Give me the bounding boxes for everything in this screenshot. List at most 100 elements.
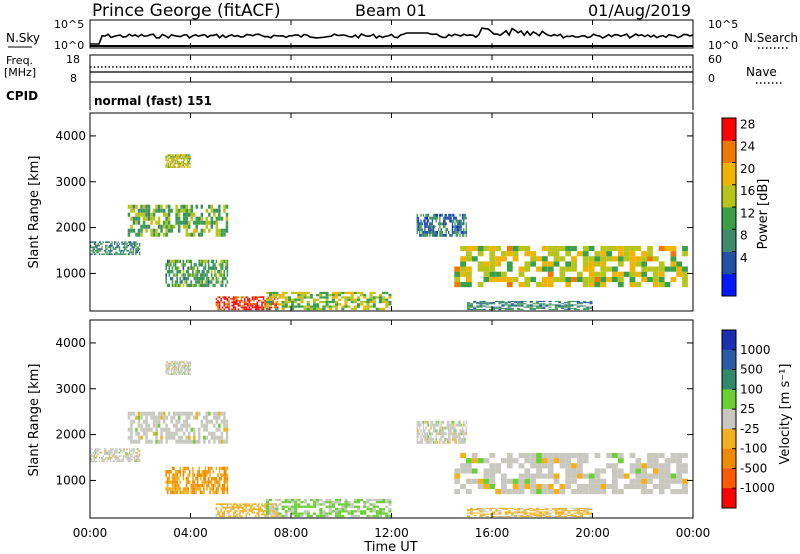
heatmap-cell <box>236 513 238 516</box>
heatmap-cell <box>459 219 461 223</box>
heatmap-cell <box>176 259 178 264</box>
heatmap-cell <box>435 420 437 424</box>
heatmap-cell <box>369 507 373 511</box>
heatmap-cell <box>465 228 467 232</box>
heatmap-cell <box>461 222 464 226</box>
heatmap-cell <box>617 256 624 262</box>
heatmap-cell <box>171 473 174 477</box>
heatmap-cell <box>571 276 577 283</box>
heatmap-cell <box>105 456 107 459</box>
heatmap-cell <box>223 301 226 304</box>
heatmap-cell <box>558 515 562 517</box>
heatmap-cell <box>363 505 367 508</box>
heatmap-cell <box>388 294 392 297</box>
heatmap-cell <box>466 510 470 512</box>
heatmap-cell <box>483 458 490 464</box>
heatmap-cell <box>460 231 462 234</box>
heatmap-cell <box>177 364 179 367</box>
heatmap-cell <box>126 458 128 461</box>
heatmap-cell <box>90 451 92 454</box>
heatmap-cell <box>325 298 329 301</box>
heatmap-cell <box>105 251 107 254</box>
heatmap-cell <box>127 244 129 247</box>
heatmap-cell <box>186 361 188 363</box>
heatmap-cell <box>465 420 467 424</box>
heatmap-cell <box>90 244 92 247</box>
heatmap-cell <box>539 303 543 305</box>
heatmap-cell <box>424 432 426 436</box>
heatmap-cell <box>180 166 182 168</box>
heatmap-cell <box>135 460 137 463</box>
heatmap-cell <box>134 246 136 249</box>
heatmap-cell <box>294 514 298 518</box>
heatmap-cell <box>466 515 470 517</box>
heatmap-cell <box>193 480 196 484</box>
heatmap-cell <box>186 373 188 375</box>
colorbar-tick-label: -100 <box>740 442 767 456</box>
heatmap-cell <box>132 253 134 256</box>
heatmap-cell <box>198 280 200 284</box>
heatmap-cell <box>588 271 595 277</box>
heatmap-cell <box>179 371 181 374</box>
heatmap-cell <box>275 303 277 305</box>
heatmap-cell <box>385 305 389 308</box>
heatmap-cell <box>105 249 107 252</box>
heatmap-cell <box>256 308 259 311</box>
heatmap-cell <box>558 511 562 513</box>
heatmap-cell <box>174 364 176 367</box>
heatmap-cell <box>186 166 188 168</box>
heatmap-cell <box>448 426 450 430</box>
heatmap-cell <box>127 460 129 463</box>
heatmap-cell <box>586 302 590 304</box>
heatmap-cell <box>275 304 277 307</box>
heatmap-cell <box>137 460 139 463</box>
heatmap-cell <box>177 270 180 274</box>
heatmap-cell <box>165 232 168 237</box>
heatmap-cell <box>125 248 127 250</box>
heatmap-cell <box>220 228 224 233</box>
heatmap-cell <box>115 448 117 450</box>
heatmap-cell <box>122 460 124 463</box>
heatmap-cell <box>217 304 219 307</box>
heatmap-cell <box>225 423 229 428</box>
heatmap-cell <box>262 308 265 311</box>
heatmap-cell <box>372 303 376 306</box>
heatmap-cell <box>174 487 177 491</box>
heatmap-cell <box>174 273 177 277</box>
heatmap-cell <box>206 273 208 277</box>
heatmap-cell <box>117 456 119 459</box>
heatmap-cell <box>363 503 367 506</box>
heatmap-cell <box>139 450 141 452</box>
heatmap-cell <box>177 368 179 370</box>
colorbar-frame <box>721 329 737 509</box>
heatmap-cell <box>103 253 106 256</box>
heatmap-cell <box>185 466 188 471</box>
heatmap-cell <box>203 427 206 432</box>
heatmap-cell <box>567 512 571 514</box>
heatmap-cell <box>203 415 206 420</box>
heatmap-cell <box>162 415 166 420</box>
heatmap-cell <box>378 510 382 513</box>
heatmap-cell <box>167 154 169 156</box>
heatmap-cell <box>571 478 577 484</box>
heatmap-cell <box>378 294 382 297</box>
heatmap-cell <box>532 308 536 310</box>
heatmap-cell <box>506 261 513 267</box>
heatmap-cell <box>466 282 472 288</box>
heatmap-cell <box>170 166 172 168</box>
heatmap-cell <box>532 305 536 307</box>
heatmap-cell <box>167 369 169 372</box>
heatmap-cell <box>600 271 607 277</box>
heatmap-cell <box>228 513 230 516</box>
heatmap-cell <box>177 161 179 163</box>
heatmap-cell <box>165 439 168 444</box>
heatmap-cell <box>132 439 136 444</box>
heatmap-cell <box>234 296 237 298</box>
heatmap-cell <box>576 513 580 515</box>
heatmap-cell <box>344 498 348 502</box>
heatmap-cell <box>647 463 653 469</box>
heatmap-cell <box>512 245 519 252</box>
heatmap-cell <box>465 233 467 237</box>
heatmap-cell <box>382 307 386 311</box>
heatmap-cell <box>518 473 525 479</box>
